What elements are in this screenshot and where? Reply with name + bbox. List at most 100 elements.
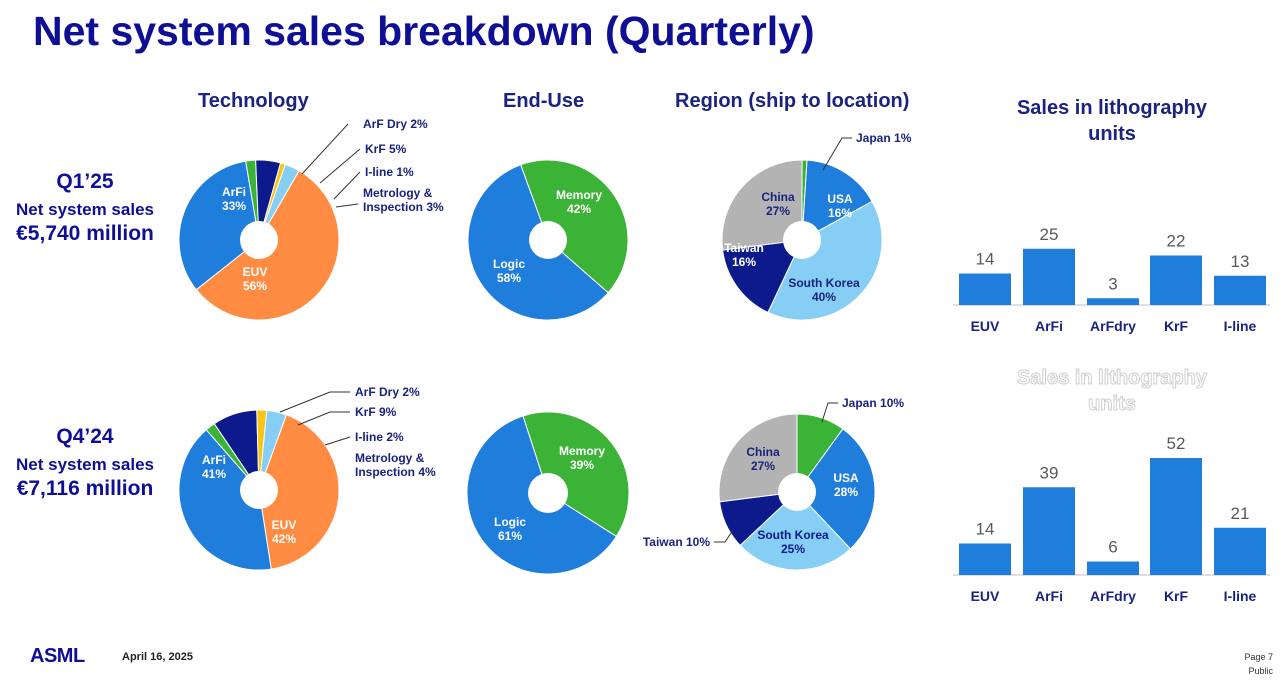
- bar-category-label: ArFi: [1035, 588, 1063, 604]
- leader-line: [714, 529, 734, 543]
- bar-category-label: EUV: [971, 318, 1000, 334]
- bar-value-label: 14: [976, 520, 995, 539]
- pie-label-arfi: ArFi 41%: [202, 453, 226, 481]
- header-units-q1: Sales in lithography units: [980, 95, 1244, 147]
- header-units-line1: Sales in lithography: [1016, 367, 1208, 390]
- leader-line: [324, 436, 351, 446]
- pie-slice-memory: [519, 159, 629, 294]
- technology-pie-q4-24: [178, 391, 351, 571]
- pie-label-china: China 27%: [761, 190, 795, 218]
- pie-label-metrology-and-inspection: Metrology & Inspection 4%: [355, 451, 436, 479]
- pie-label-memory: Memory 39%: [559, 444, 605, 472]
- pie-slice-china: [718, 413, 798, 503]
- header-units-line2: units: [1088, 123, 1136, 145]
- pie-label-i-line: I-line 2%: [355, 430, 404, 444]
- bar-arfdry: [1087, 561, 1139, 575]
- pie-slice-south-korea: [767, 200, 883, 321]
- leader-line: [333, 171, 361, 200]
- leader-line: [319, 148, 361, 184]
- pie-label-krf: KrF 9%: [355, 405, 397, 419]
- header-technology: Technology: [198, 90, 309, 112]
- pie-label-metrology-and-inspection: Metrology & Inspection 3%: [363, 186, 444, 214]
- units-bar-chart-q4-24: 14 EUV 39 ArFi 6 ArFdry 52 KrF 21 I-line: [953, 434, 1270, 604]
- bar-i-line: [1214, 275, 1266, 305]
- bar-category-label: I-line: [1224, 588, 1257, 604]
- bar-value-label: 39: [1040, 463, 1059, 482]
- quarter-sales-amount: €7,116 million: [16, 477, 154, 500]
- pie-slice-usa: [801, 159, 873, 241]
- leader-line: [822, 137, 852, 171]
- pie-label-japan: Japan 1%: [856, 131, 912, 145]
- pie-hole: [240, 221, 278, 259]
- bar-category-label: ArFdry: [1090, 318, 1136, 334]
- pie-label-euv: EUV 56%: [243, 265, 268, 293]
- footer-date: April 16, 2025: [122, 651, 193, 663]
- bar-value-label: 21: [1231, 504, 1250, 523]
- bar-value-label: 22: [1167, 232, 1186, 251]
- bar-value-label: 52: [1167, 434, 1186, 453]
- bar-category-label: I-line: [1224, 318, 1257, 334]
- pie-label-arf-dry: ArF Dry 2%: [355, 385, 420, 399]
- pie-label-japan: Japan 10%: [842, 396, 904, 410]
- pie-label-china: China 27%: [746, 445, 780, 473]
- quarter-title: Q1’25: [56, 170, 114, 193]
- bar-arfi: [1023, 487, 1075, 575]
- bar-euv: [959, 273, 1011, 305]
- page-number: Page 7: [1244, 652, 1273, 662]
- pie-label-euv: EUV 42%: [272, 518, 297, 546]
- asml-logo: ASML: [30, 645, 85, 667]
- pie-slice-metrology-and-inspection: [258, 163, 300, 241]
- header-units-q4: Sales in lithography units: [980, 365, 1244, 417]
- bar-category-label: ArFi: [1035, 318, 1063, 334]
- region-ship-to-location-pie-q1-25: [721, 137, 883, 321]
- pie-hole: [528, 473, 568, 513]
- bar-value-label: 6: [1108, 538, 1117, 557]
- header-end-use: End-Use: [503, 90, 585, 112]
- quarter-block-q4-24: Q4’24 Net system sales €7,116 million: [0, 425, 170, 501]
- quarter-sales-amount: €5,740 million: [16, 222, 154, 245]
- leader-line: [301, 123, 349, 175]
- bar-category-label: ArFdry: [1090, 588, 1136, 604]
- leader-line: [821, 402, 838, 423]
- pie-slice-arfi: [178, 160, 260, 291]
- pie-label-south-korea: South Korea 25%: [757, 528, 829, 556]
- bar-category-label: KrF: [1164, 318, 1189, 334]
- leader-line: [297, 411, 350, 426]
- pie-label-logic: Logic 58%: [493, 257, 525, 285]
- technology-pie-q1-25: [178, 123, 361, 321]
- quarter-sales-label: Net system sales: [16, 455, 154, 474]
- pie-label-logic: Logic 61%: [494, 515, 526, 543]
- pie-slice-euv: [258, 414, 340, 570]
- pie-label-memory: Memory 42%: [556, 188, 602, 216]
- quarter-title: Q4’24: [56, 425, 114, 448]
- end-use-pie-q1-25: [467, 159, 629, 321]
- pie-hole: [778, 473, 816, 511]
- header-units-line2: units: [1088, 393, 1137, 416]
- header-units-line1: Sales in lithography: [1016, 97, 1208, 119]
- pie-label-arfi: ArFi 33%: [222, 185, 246, 213]
- leader-line: [335, 203, 359, 208]
- page-title: Net system sales breakdown (Quarterly): [33, 8, 815, 54]
- pie-label-krf: KrF 5%: [365, 142, 407, 156]
- pie-label-taiwan: Taiwan 16%: [724, 241, 764, 269]
- bar-category-label: KrF: [1164, 588, 1189, 604]
- bar-value-label: 3: [1108, 274, 1117, 293]
- bar-value-label: 25: [1040, 225, 1059, 244]
- pie-label-usa: USA 16%: [827, 192, 853, 220]
- pie-hole: [783, 221, 821, 259]
- pie-label-arf-dry: ArF Dry 2%: [363, 117, 428, 131]
- quarter-sales-label: Net system sales: [16, 200, 154, 219]
- pie-label-i-line: I-line 1%: [365, 165, 414, 179]
- pie-hole: [240, 471, 278, 509]
- page-info: Page 7 Public: [1244, 650, 1273, 678]
- end-use-pie-q4-24: [466, 411, 630, 575]
- pie-slice-south-korea: [739, 491, 852, 571]
- pie-hole: [529, 221, 567, 259]
- pie-slice-taiwan: [722, 239, 803, 314]
- bar-arfdry: [1087, 298, 1139, 305]
- pie-slice-memory: [522, 411, 630, 538]
- region-ship-to-location-pie-q4-24: [714, 402, 876, 571]
- header-region: Region (ship to location): [675, 90, 910, 112]
- pie-label-south-korea: South Korea 40%: [788, 276, 860, 304]
